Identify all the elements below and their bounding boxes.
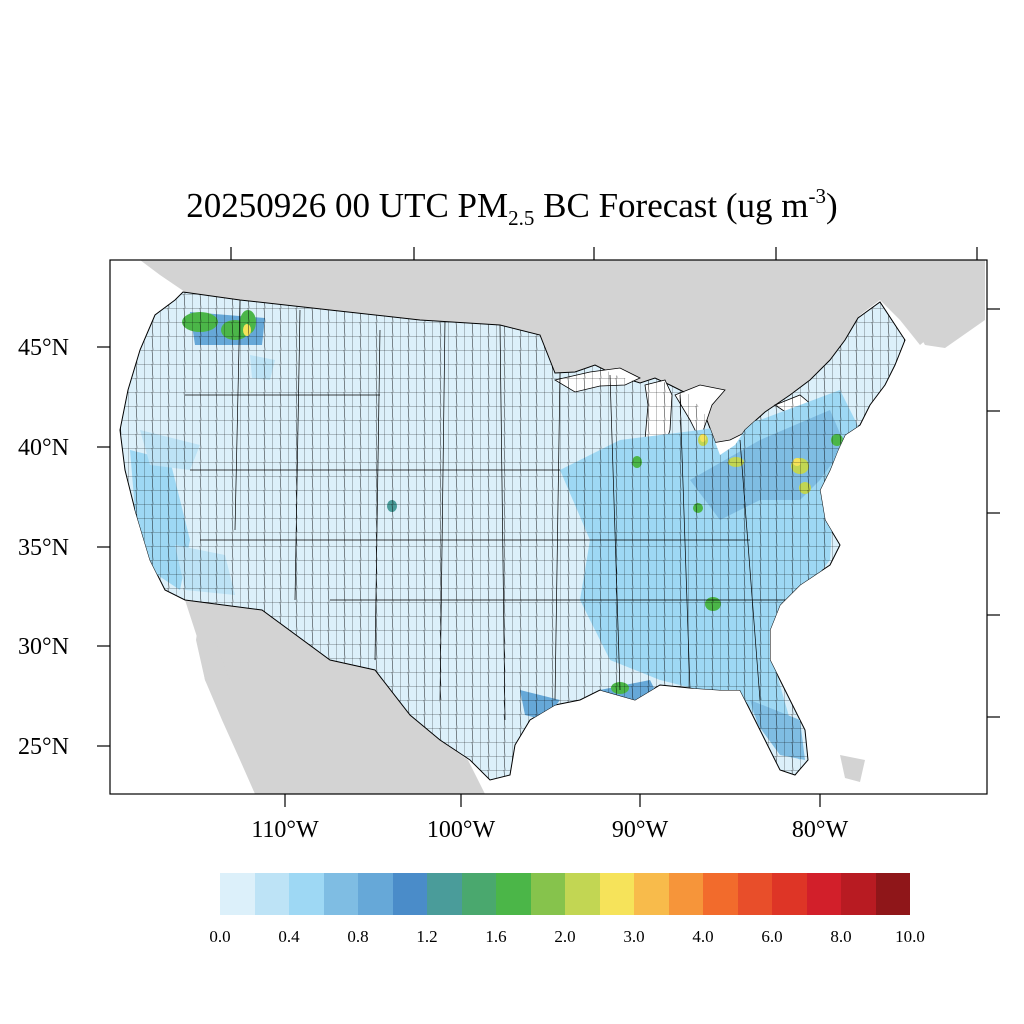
colorbar-swatch (634, 873, 669, 915)
colorbar-tick-label: 0.8 (347, 927, 369, 946)
title-subscript: 2.5 (508, 206, 535, 230)
colorbar-tick-label: 4.0 (692, 927, 714, 946)
colorbar-swatch (841, 873, 876, 915)
colorbar-tick-label: 1.2 (416, 927, 438, 946)
lat-label-30: 30°N (18, 634, 69, 660)
title-superscript: -3 (808, 184, 827, 208)
colorbar-swatch (289, 873, 324, 915)
title-text-middle: BC Forecast (ug m (534, 186, 809, 225)
lat-label-40: 40°N (18, 435, 69, 461)
colorbar-tick-label: 3.0 (623, 927, 645, 946)
colorbar-swatch (358, 873, 393, 915)
colorbar-tick-label: 0.0 (209, 927, 231, 946)
colorbar-swatch (668, 873, 703, 915)
title-text: 20250926 00 UTC PM (186, 186, 509, 225)
map-title: 20250926 00 UTC PM2.5 BC Forecast (ug m-… (0, 184, 1024, 230)
lat-label-25: 25°N (18, 734, 69, 760)
colorbar-swatch (599, 873, 634, 915)
colorbar-tick-label: 6.0 (761, 927, 783, 946)
map-ticks (97, 247, 1000, 807)
colorbar-swatch (772, 873, 807, 915)
colorbar-swatch (737, 873, 772, 915)
colorbar-swatch (496, 873, 531, 915)
colorbar-tick-label: 10.0 (895, 927, 925, 946)
colorbar-swatch (875, 873, 910, 915)
caribbean-island (840, 755, 865, 782)
colorbar-tick-label: 2.0 (554, 927, 576, 946)
maritimes-landmass (900, 270, 985, 348)
colorbar-swatch (323, 873, 358, 915)
colorbar-tick-label: 0.4 (278, 927, 300, 946)
lon-label-90w: 90°W (611, 817, 669, 843)
state-boundaries (185, 299, 790, 721)
colorbar-swatch (254, 873, 289, 915)
colorbar-tick-label: 8.0 (830, 927, 852, 946)
map-frame (109, 259, 988, 795)
colorbar (220, 873, 910, 915)
colorbar-tick-label: 1.6 (485, 927, 507, 946)
colorbar-swatch (806, 873, 841, 915)
lat-label-35: 35°N (18, 535, 69, 561)
baja-peninsula (196, 615, 272, 794)
lat-label-45: 45°N (18, 335, 69, 361)
lon-label-110w: 110°W (251, 817, 319, 843)
colorbar-swatch (565, 873, 600, 915)
colorbar-swatch (703, 873, 738, 915)
title-text-suffix: ) (826, 186, 838, 225)
canada-landmass (140, 260, 985, 455)
colorbar-swatch (461, 873, 496, 915)
lon-label-100w: 100°W (426, 817, 496, 843)
colorbar-swatch (392, 873, 427, 915)
colorbar-swatch (427, 873, 462, 915)
colorbar-swatch (530, 873, 565, 915)
colorbar-swatch (220, 873, 255, 915)
lon-label-80w: 80°W (791, 817, 849, 843)
